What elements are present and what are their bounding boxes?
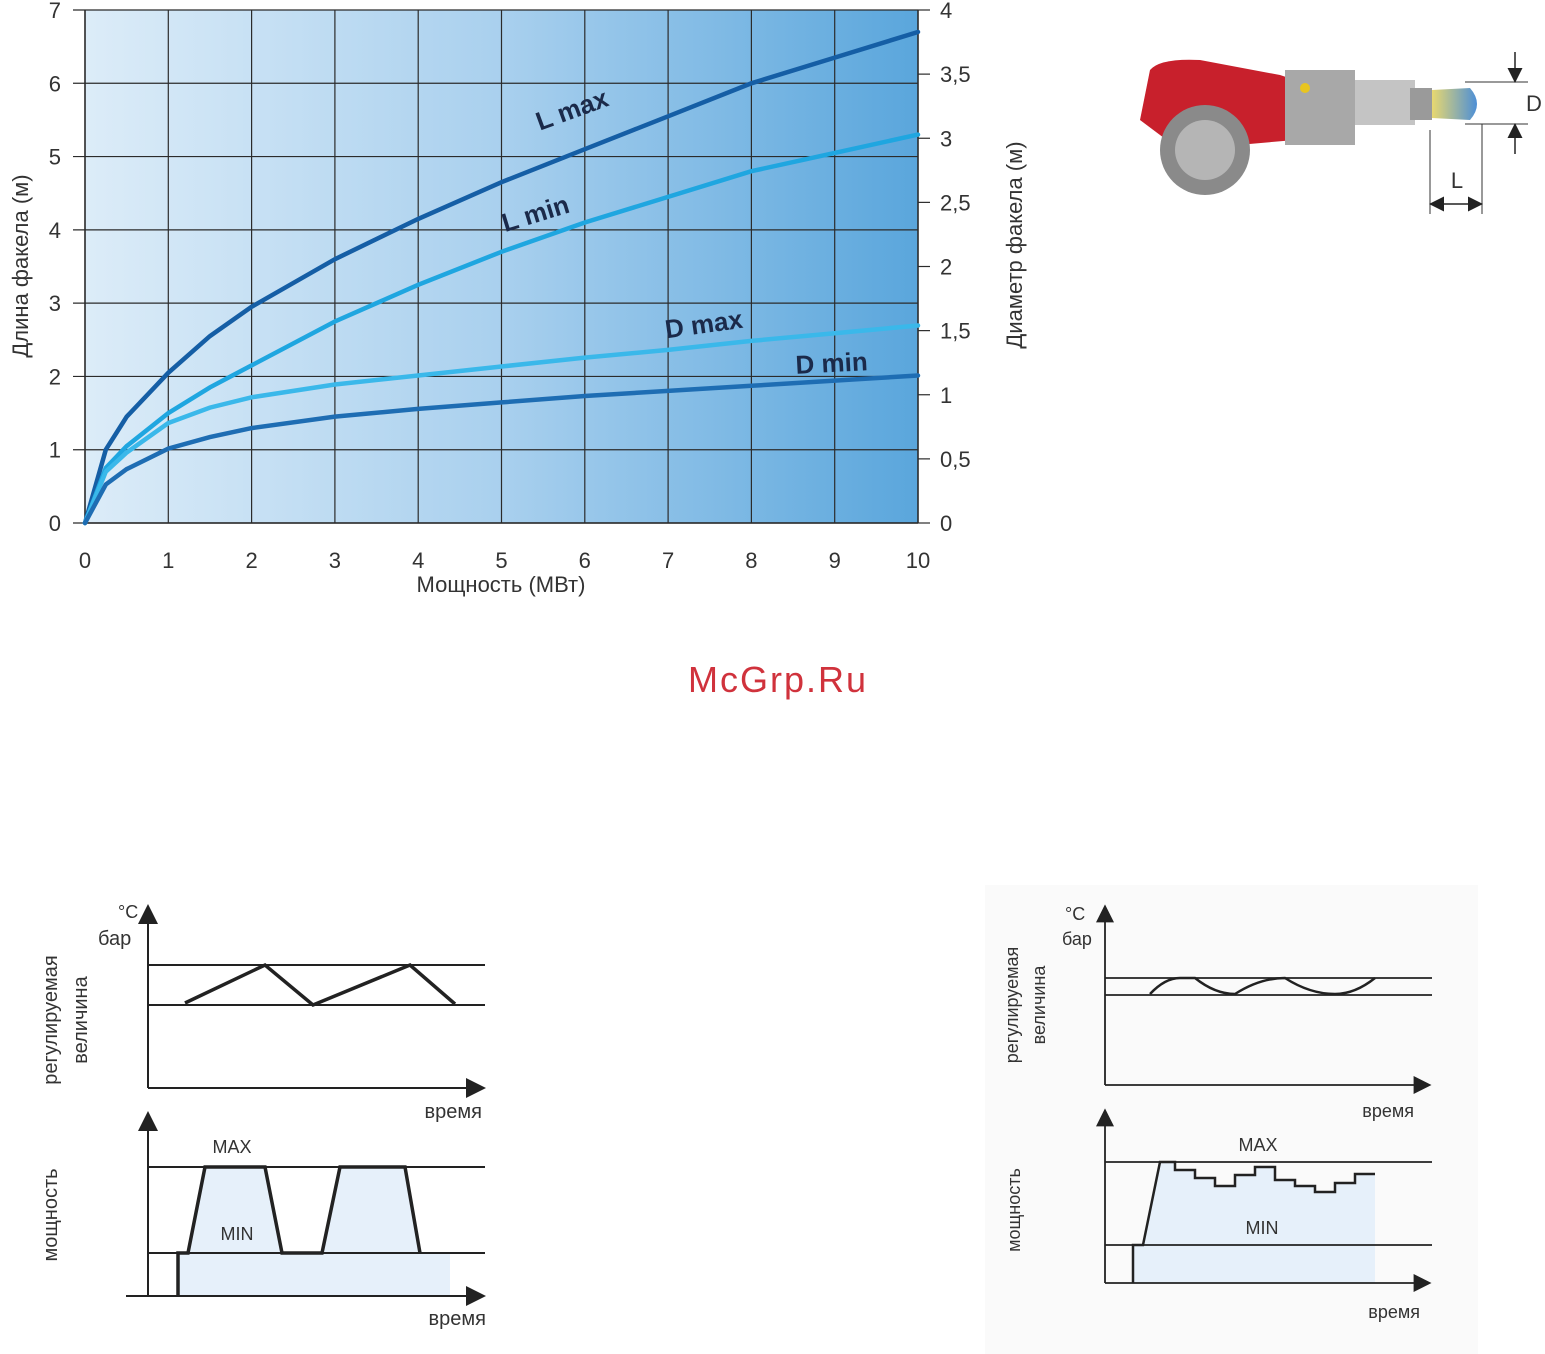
- y2-tick-label: 3: [940, 126, 952, 151]
- y-tick-label: 5: [49, 145, 61, 170]
- burner-illustration: [1140, 52, 1528, 214]
- controlled-label: величина: [70, 975, 92, 1063]
- series-line: [82, 29, 921, 526]
- controlled-label: величина: [1029, 965, 1049, 1045]
- y-tick-label: 1: [49, 438, 61, 463]
- x-tick-label: 3: [329, 548, 341, 573]
- x-tick-label: 5: [495, 548, 507, 573]
- y-tick-label: 4: [49, 218, 61, 243]
- x-tick-label: 4: [412, 548, 424, 573]
- y2-axis-label: Диаметр факела (м): [1002, 141, 1027, 348]
- y-tick-label: 3: [49, 291, 61, 316]
- max-label: MAX: [212, 1137, 251, 1157]
- min-label: MIN: [221, 1224, 254, 1244]
- diagram-right: [1096, 904, 1432, 1292]
- series-line: [82, 323, 921, 526]
- x-tick-label: 6: [579, 548, 591, 573]
- power-label: мощность: [40, 1168, 62, 1261]
- controlled-label: регулируемая: [1002, 947, 1022, 1064]
- time-label: время: [1362, 1101, 1414, 1121]
- power-label: мощность: [1004, 1168, 1024, 1252]
- series-label: D min: [795, 346, 869, 380]
- series-line: [82, 132, 921, 526]
- x-tick-label: 2: [245, 548, 257, 573]
- x-tick-label: 7: [662, 548, 674, 573]
- unit-label: °C: [1065, 904, 1085, 924]
- x-tick-label: 9: [829, 548, 841, 573]
- y2-tick-label: 2,5: [940, 190, 971, 215]
- y-axis-label: Длина факела (м): [8, 174, 33, 357]
- x-tick-label: 1: [162, 548, 174, 573]
- max-label: MAX: [1238, 1135, 1277, 1155]
- y2-tick-label: 2: [940, 255, 952, 280]
- time-label: время: [425, 1101, 482, 1123]
- x-axis-label: Мощность (МВт): [417, 572, 586, 597]
- y2-tick-label: 0,5: [940, 447, 971, 472]
- y2-tick-label: 4: [940, 0, 952, 23]
- x-tick-label: 0: [79, 548, 91, 573]
- time-label: время: [1368, 1302, 1420, 1322]
- diameter-label: D: [1526, 91, 1542, 116]
- y-tick-label: 0: [49, 511, 61, 536]
- length-label: L: [1451, 168, 1463, 193]
- y2-tick-label: 0: [940, 511, 952, 536]
- min-label: MIN: [1246, 1218, 1279, 1238]
- x-tick-label: 8: [745, 548, 757, 573]
- y2-tick-label: 1,5: [940, 319, 971, 344]
- x-tick-label: 10: [906, 548, 930, 573]
- y-tick-label: 2: [49, 364, 61, 389]
- watermark: McGrp.Ru: [688, 659, 868, 700]
- y2-tick-label: 1: [940, 383, 952, 408]
- y-tick-label: 6: [49, 71, 61, 96]
- unit-label: °C: [118, 902, 138, 922]
- controlled-label: регулируемая: [40, 955, 62, 1084]
- unit-label: бар: [98, 928, 131, 950]
- diagram-left: [126, 904, 486, 1306]
- unit-label: бар: [1062, 929, 1092, 949]
- time-label: время: [429, 1308, 486, 1330]
- y2-tick-label: 3,5: [940, 62, 971, 87]
- series-line: [82, 373, 921, 526]
- y-tick-label: 7: [49, 0, 61, 23]
